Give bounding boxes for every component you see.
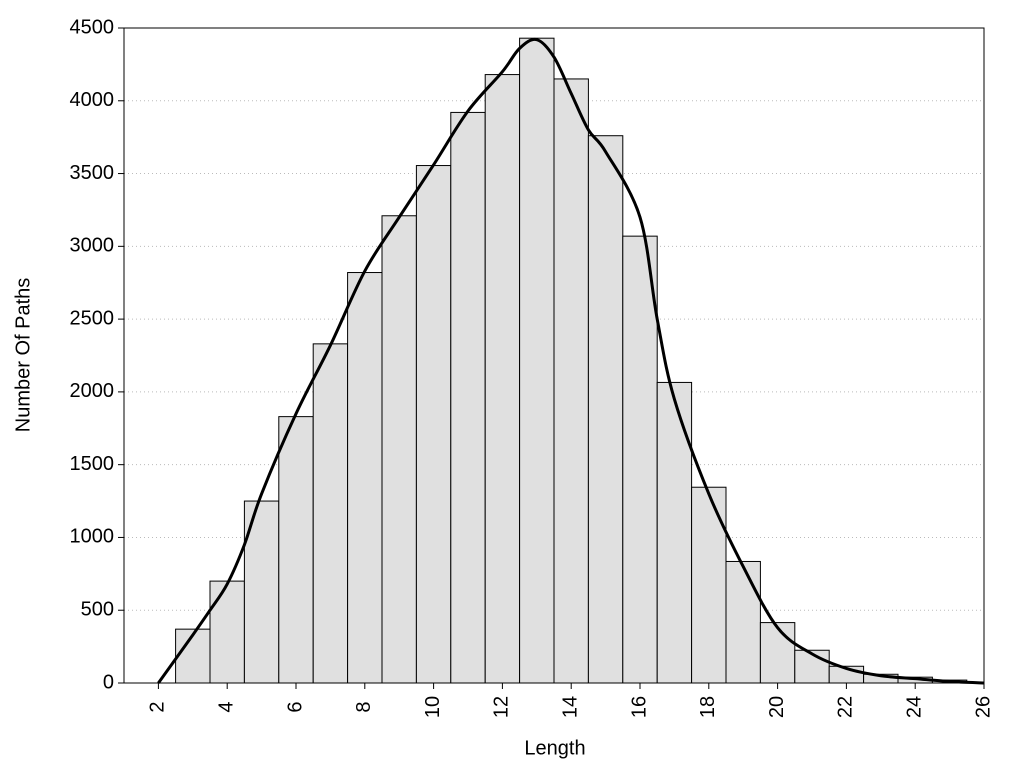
x-tick-label: 14 <box>559 696 581 718</box>
y-tick-label: 4000 <box>70 89 115 111</box>
y-tick-label: 3500 <box>70 162 115 184</box>
y-tick-label: 1000 <box>70 526 115 548</box>
bar <box>347 272 383 684</box>
y-tick-label: 2500 <box>70 307 115 329</box>
y-tick-label: 500 <box>81 599 114 621</box>
x-tick-label: 12 <box>491 696 513 718</box>
x-tick-label: 18 <box>697 696 719 718</box>
bar <box>519 37 555 684</box>
bar <box>312 343 349 684</box>
x-tick-label: 16 <box>628 696 650 718</box>
bar <box>622 235 658 684</box>
x-tick-label: 24 <box>903 696 925 718</box>
bar <box>759 622 796 684</box>
x-tick-label: 22 <box>835 696 857 718</box>
x-tick-label: 2 <box>147 701 169 712</box>
y-tick-label: 1500 <box>70 453 115 475</box>
bar <box>278 416 314 684</box>
bar <box>484 74 521 684</box>
bar <box>415 165 452 684</box>
x-tick-label: 26 <box>972 696 994 718</box>
plot-frame <box>123 27 985 684</box>
bar <box>587 135 624 684</box>
bar <box>725 560 761 684</box>
bar <box>209 580 245 684</box>
bar <box>450 111 486 684</box>
bar <box>656 381 693 684</box>
bar <box>553 78 589 684</box>
x-tick-label: 10 <box>422 696 444 718</box>
y-tick-label: 4500 <box>70 16 115 38</box>
density-curve <box>157 37 985 685</box>
y-tick-label: 0 <box>103 671 114 693</box>
x-axis-label: Length <box>524 737 585 759</box>
x-tick-label: 20 <box>766 696 788 718</box>
y-tick-label: 2000 <box>70 380 115 402</box>
bar <box>381 215 417 684</box>
bar <box>794 649 830 684</box>
x-tick-label: 6 <box>284 701 306 712</box>
x-tick-label: 8 <box>353 701 375 712</box>
bar <box>691 486 727 684</box>
x-tick-label: 4 <box>215 701 237 712</box>
y-axis-label: Number Of Paths <box>12 278 34 433</box>
y-tick-label: 3000 <box>70 235 115 257</box>
